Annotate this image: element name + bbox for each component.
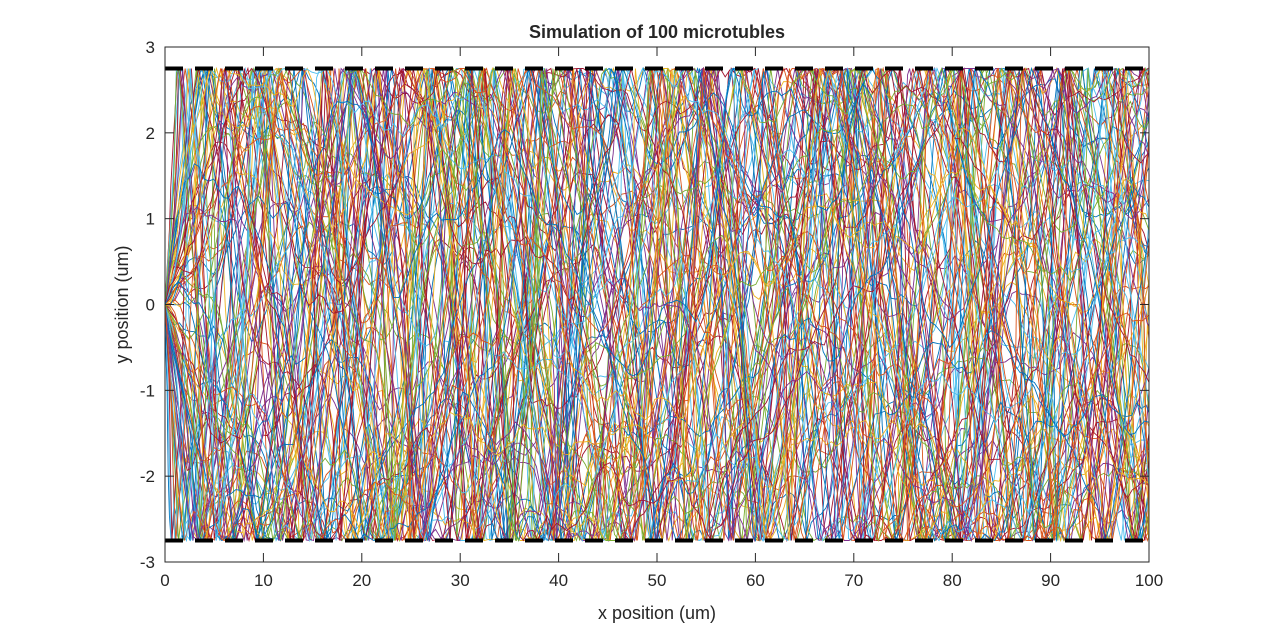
trajectory-line: [165, 67, 1149, 542]
trajectory-line: [165, 67, 1149, 542]
trajectory-line: [165, 67, 1149, 541]
y-tick-label: -2: [140, 467, 155, 486]
trajectory-line: [165, 67, 1149, 542]
trajectory-line: [165, 67, 1149, 542]
x-tick-label: 60: [746, 571, 765, 590]
trajectory-line: [165, 67, 1149, 541]
y-tick-label: -1: [140, 381, 155, 400]
trajectory-line: [165, 67, 1149, 542]
x-tick-label: 90: [1041, 571, 1060, 590]
trajectory-line: [165, 67, 1149, 542]
trajectory-line: [165, 66, 1149, 543]
trajectory-line: [165, 66, 1149, 543]
x-tick-label: 10: [254, 571, 273, 590]
trajectory-line: [165, 67, 1149, 542]
trajectory-line: [165, 68, 1149, 542]
trajectories: [165, 66, 1149, 543]
trajectory-line: [165, 67, 1149, 541]
y-axis-label: y position (um): [112, 245, 132, 363]
trajectory-line: [165, 67, 1149, 542]
y-tick-label: -3: [140, 553, 155, 572]
trajectory-line: [165, 68, 1149, 542]
y-tick-label: 3: [146, 38, 155, 57]
x-tick-label: 50: [648, 571, 667, 590]
x-tick-label: 30: [451, 571, 470, 590]
trajectory-line: [165, 68, 1149, 542]
trajectory-line: [165, 66, 1149, 542]
trajectory-line: [165, 67, 1149, 542]
x-tick-label: 0: [160, 571, 169, 590]
trajectory-line: [165, 66, 1149, 542]
y-tick-label: 2: [146, 124, 155, 143]
x-tick-label: 100: [1135, 571, 1163, 590]
trajectory-line: [165, 66, 1149, 543]
trajectory-line: [165, 66, 1149, 541]
trajectory-line: [165, 67, 1149, 543]
x-tick-label: 80: [943, 571, 962, 590]
x-tick-label: 20: [352, 571, 371, 590]
trajectory-line: [165, 67, 1149, 541]
trajectory-line: [165, 66, 1149, 542]
x-axis-label: x position (um): [598, 603, 716, 623]
trajectory-line: [165, 66, 1149, 542]
trajectory-line: [165, 66, 1149, 543]
trajectory-line: [165, 68, 1149, 542]
trajectory-line: [165, 67, 1149, 542]
y-axis: -3 -2 -1 0 1 2 3: [140, 38, 1149, 572]
x-tick-label: 40: [549, 571, 568, 590]
trajectory-line: [165, 67, 1149, 543]
trajectory-line: [165, 67, 1149, 542]
x-axis: 0 10 20 30 40 50 60 70 80 90 100: [160, 47, 1163, 590]
boundaries: [165, 66, 1149, 543]
trajectory-line: [165, 67, 1149, 543]
trajectory-line: [165, 67, 1149, 543]
y-tick-label: 0: [146, 296, 155, 315]
x-tick-label: 70: [844, 571, 863, 590]
trajectory-line: [165, 67, 1149, 541]
y-tick-label: 1: [146, 210, 155, 229]
chart-title: Simulation of 100 microtubles: [529, 22, 785, 42]
